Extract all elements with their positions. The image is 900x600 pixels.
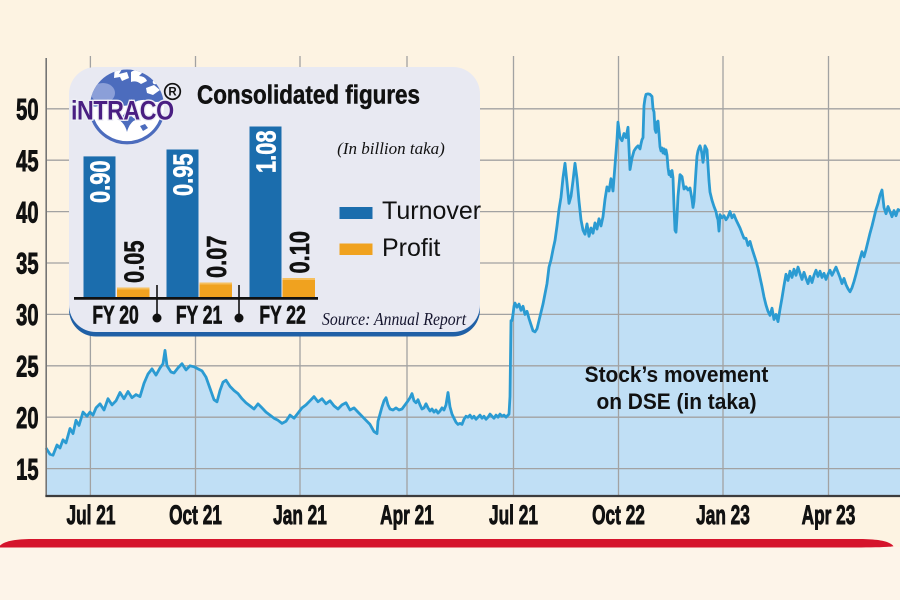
svg-text:FY 21: FY 21 xyxy=(176,300,222,329)
svg-text:FY 22: FY 22 xyxy=(259,300,305,329)
svg-text:0.07: 0.07 xyxy=(201,236,232,278)
svg-text:Consolidated figures: Consolidated figures xyxy=(197,81,420,110)
svg-text:FY 20: FY 20 xyxy=(92,300,138,329)
svg-text:on DSE (in taka): on DSE (in taka) xyxy=(596,390,756,415)
svg-text:0.05: 0.05 xyxy=(119,240,150,283)
svg-text:20: 20 xyxy=(16,402,38,435)
svg-text:Apr 23: Apr 23 xyxy=(802,499,856,530)
svg-text:40: 40 xyxy=(16,196,38,229)
svg-text:Jan 23: Jan 23 xyxy=(696,499,750,530)
svg-text:Profit: Profit xyxy=(382,234,440,262)
svg-text:Apr 21: Apr 21 xyxy=(380,499,434,530)
svg-text:Turnover: Turnover xyxy=(382,197,481,225)
svg-text:iNTRACO: iNTRACO xyxy=(71,96,174,126)
svg-text:Jul 21: Jul 21 xyxy=(489,499,538,530)
svg-text:Oct 22: Oct 22 xyxy=(592,499,645,530)
svg-text:Oct 21: Oct 21 xyxy=(169,499,222,530)
svg-text:1.08: 1.08 xyxy=(251,130,282,173)
svg-text:Jan 21: Jan 21 xyxy=(273,499,327,530)
svg-text:25: 25 xyxy=(16,351,38,384)
svg-text:45: 45 xyxy=(16,145,38,178)
svg-text:0.95: 0.95 xyxy=(168,153,199,196)
svg-text:Source: Annual Report: Source: Annual Report xyxy=(322,309,467,329)
svg-text:15: 15 xyxy=(16,453,38,486)
svg-text:0.10: 0.10 xyxy=(284,231,315,273)
svg-text:35: 35 xyxy=(16,248,38,281)
svg-text:0.90: 0.90 xyxy=(85,161,116,203)
svg-text:(In billion taka): (In billion taka) xyxy=(337,139,445,158)
svg-text:30: 30 xyxy=(16,299,38,332)
svg-text:R: R xyxy=(168,87,177,99)
svg-text:Stock’s movement: Stock’s movement xyxy=(585,363,769,388)
svg-text:50: 50 xyxy=(16,94,38,127)
svg-text:Jul 21: Jul 21 xyxy=(67,499,116,530)
